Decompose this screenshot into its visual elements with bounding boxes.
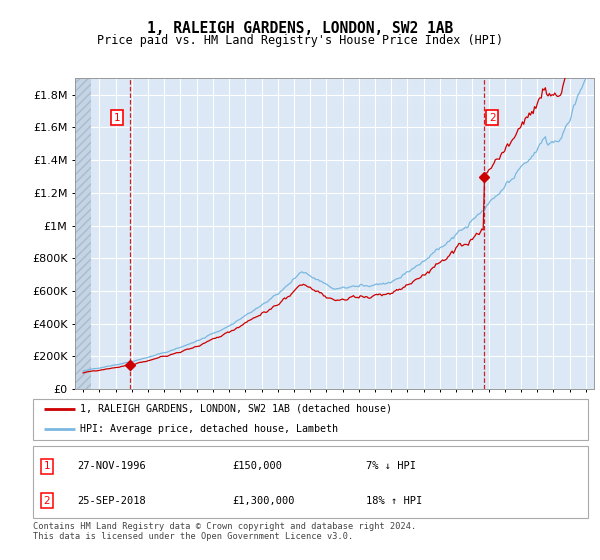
Text: 18% ↑ HPI: 18% ↑ HPI	[366, 496, 422, 506]
Text: 27-NOV-1996: 27-NOV-1996	[77, 461, 146, 472]
Text: £150,000: £150,000	[233, 461, 283, 472]
Text: 2: 2	[489, 113, 496, 123]
FancyBboxPatch shape	[33, 399, 588, 440]
Text: 2: 2	[44, 496, 50, 506]
Text: £1,300,000: £1,300,000	[233, 496, 295, 506]
Text: 1: 1	[44, 461, 50, 472]
Text: Contains HM Land Registry data © Crown copyright and database right 2024.
This d: Contains HM Land Registry data © Crown c…	[33, 522, 416, 542]
Text: 25-SEP-2018: 25-SEP-2018	[77, 496, 146, 506]
Text: 7% ↓ HPI: 7% ↓ HPI	[366, 461, 416, 472]
Text: HPI: Average price, detached house, Lambeth: HPI: Average price, detached house, Lamb…	[80, 424, 338, 435]
Text: 1, RALEIGH GARDENS, LONDON, SW2 1AB: 1, RALEIGH GARDENS, LONDON, SW2 1AB	[147, 21, 453, 36]
FancyBboxPatch shape	[33, 446, 588, 518]
Text: 1: 1	[114, 113, 121, 123]
Text: Price paid vs. HM Land Registry's House Price Index (HPI): Price paid vs. HM Land Registry's House …	[97, 34, 503, 46]
Bar	[75, 78, 91, 389]
Text: 1, RALEIGH GARDENS, LONDON, SW2 1AB (detached house): 1, RALEIGH GARDENS, LONDON, SW2 1AB (det…	[80, 404, 392, 414]
